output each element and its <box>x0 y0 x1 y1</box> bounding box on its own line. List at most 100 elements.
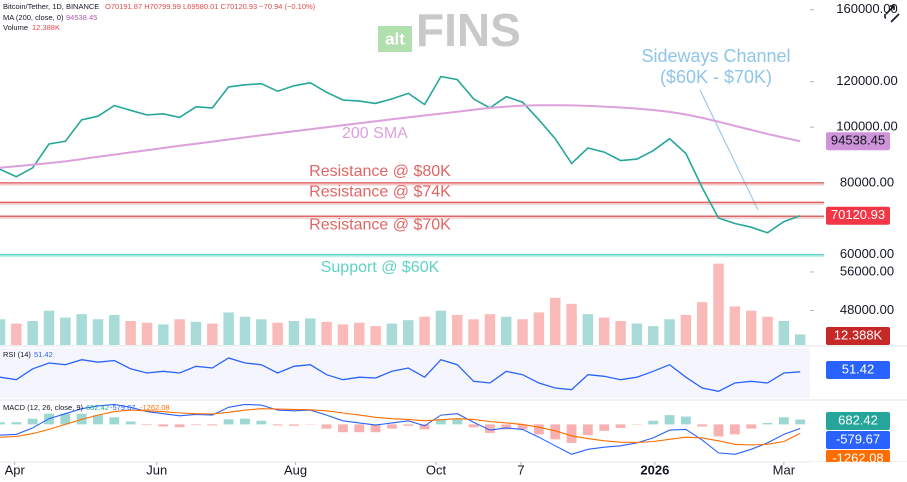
volume-bar <box>484 314 496 345</box>
volume-bar <box>190 321 202 345</box>
macd-histogram-bar <box>550 424 561 440</box>
macd-histogram-bar <box>158 424 169 427</box>
macd-histogram-bar <box>664 415 675 425</box>
macd-histogram-bar <box>174 424 185 428</box>
volume-bar <box>256 319 267 345</box>
macd-hist-badge <box>826 412 890 430</box>
symbol: Bitcoin/Tether, 1D, BINANCE <box>3 2 99 11</box>
macd-badge <box>826 431 890 449</box>
sma-annotation: 200 SMA <box>342 125 408 142</box>
macd-histogram-bar <box>125 421 136 425</box>
signal-line <box>0 408 801 446</box>
macd-histogram-bar <box>517 424 528 430</box>
macd-legend: MACD (12, 26, close, 9) <box>3 403 84 412</box>
macd-histogram-bar <box>354 424 365 433</box>
volume-bar <box>696 302 708 345</box>
rsi-band <box>0 348 810 398</box>
volume-bar <box>615 321 626 345</box>
channel-annotation: ($60K - $70K) <box>660 67 772 87</box>
sma-badge-text: 94538.45 <box>831 133 885 148</box>
ohlc: O70191.87 H70799.99 L69580.01 C70120.93 … <box>105 2 316 11</box>
volume-bar <box>60 317 71 345</box>
macd-histogram-bar <box>566 424 577 443</box>
y-tick-label: 60000.00 <box>840 246 894 261</box>
logo-small: alt <box>385 29 405 48</box>
macd-histogram-bar <box>256 420 267 425</box>
macd-histogram-bar <box>223 419 234 425</box>
volume-bar <box>680 315 692 345</box>
volume-bar <box>125 321 136 345</box>
volume-bar <box>27 321 38 345</box>
macd-legend-macd: -579.67 <box>110 403 135 412</box>
level-label: Resistance @ $80K <box>309 163 451 180</box>
volume-bar <box>566 303 577 345</box>
volume-bar <box>337 324 349 345</box>
macd-histogram-bar <box>403 424 414 426</box>
macd-histogram-bar <box>321 424 332 429</box>
signal-badge-text: -1262.08 <box>832 450 883 465</box>
volume-bar <box>76 314 87 345</box>
x-tick-label: Jun <box>146 462 167 477</box>
volume-bar <box>745 310 757 345</box>
volume-bar <box>354 322 365 345</box>
volume-bar <box>762 316 773 345</box>
macd-histogram-bar <box>0 422 5 425</box>
macd-histogram-bar <box>11 422 22 425</box>
volume-bar <box>599 317 610 345</box>
macd-histogram-bar <box>468 424 479 428</box>
sma-line <box>0 104 801 169</box>
macd-histogram-bar <box>615 424 626 428</box>
rsi-legend: RSI (14) <box>3 350 31 359</box>
expand-icon[interactable] <box>884 5 900 23</box>
volume-bar <box>288 321 300 345</box>
y-tick-label: 160000.00 <box>836 1 897 16</box>
volume-bar <box>239 316 251 345</box>
volume-bar <box>582 314 594 345</box>
y-tick-label: 80000.00 <box>840 174 894 189</box>
macd-histogram-bar <box>746 424 757 429</box>
x-tick-label: Mar <box>773 462 796 477</box>
volume-bar <box>386 323 398 345</box>
macd-histogram-bar <box>27 418 38 425</box>
macd-histogram-bar <box>697 424 708 427</box>
macd-histogram-bar <box>387 424 397 429</box>
x-tick-label: Apr <box>5 462 26 477</box>
macd-histogram-bar <box>338 424 348 433</box>
channel-annotation: Sideways Channel <box>641 46 790 66</box>
volume-bar <box>435 310 447 345</box>
sma-legend-value: 94538.45 <box>66 13 97 22</box>
macd-histogram-bar <box>762 422 773 425</box>
macd-hist-badge-text: 682.42 <box>838 412 878 427</box>
macd-histogram-bar <box>680 416 691 425</box>
macd-histogram-bar <box>648 420 659 425</box>
macd-histogram-bar <box>370 424 381 433</box>
bottom-mask <box>810 462 907 482</box>
macd-histogram-bar <box>93 415 103 425</box>
y-tick-label: 100000.00 <box>836 119 897 134</box>
macd-legend-hist: 682.42 <box>86 403 109 412</box>
x-tick-label: Aug <box>284 462 307 477</box>
volume-bar <box>43 310 55 345</box>
volume-bar <box>272 322 283 345</box>
macd-histogram-bar <box>583 424 593 436</box>
volume-bar <box>631 323 643 345</box>
volume-bar <box>533 312 545 345</box>
rsi-line <box>0 357 801 392</box>
y-tick-label: 56000.00 <box>840 263 894 278</box>
volume-bar <box>174 319 185 345</box>
volume-bar <box>419 316 430 345</box>
macd-histogram-bar <box>109 417 120 425</box>
volume-bar <box>713 263 724 345</box>
price-badge <box>826 206 890 225</box>
level-label: Resistance @ $74K <box>309 184 451 201</box>
macd-histogram-bar <box>272 424 283 426</box>
logo: FINS <box>416 4 521 56</box>
volume-bar <box>452 315 463 345</box>
volume-bar <box>141 322 153 345</box>
price-line <box>0 75 801 234</box>
volume-bar <box>223 312 234 345</box>
macd-histogram-bar <box>207 424 218 426</box>
macd-histogram-bar <box>240 418 250 425</box>
